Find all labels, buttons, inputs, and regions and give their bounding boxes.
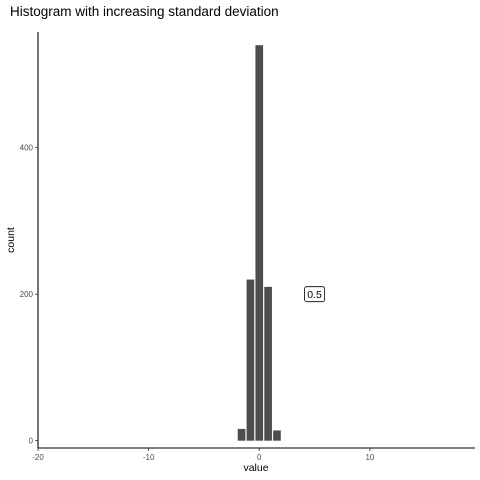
histogram-bar-2 bbox=[246, 279, 255, 441]
histogram-bar-3 bbox=[255, 45, 264, 441]
y-axis-title: count bbox=[5, 227, 17, 253]
x-tick-label: 10 bbox=[365, 453, 374, 462]
bars-group bbox=[237, 45, 281, 441]
x-tick-label: -20 bbox=[32, 453, 44, 462]
y-ticks-group: 0 200 400 bbox=[20, 144, 38, 446]
annotation-label: 0.5 bbox=[304, 286, 325, 303]
histogram-bar-1 bbox=[237, 428, 246, 441]
chart-title: Histogram with increasing standard devia… bbox=[10, 4, 279, 19]
y-tick-label: 400 bbox=[20, 144, 34, 153]
x-ticks-group: -20 -10 0 10 bbox=[32, 448, 375, 462]
x-tick-label: -10 bbox=[143, 453, 155, 462]
annotation-box bbox=[304, 286, 325, 303]
histogram-bar-4 bbox=[264, 286, 272, 441]
y-tick-label: 0 bbox=[29, 437, 34, 446]
annotation-text: 0.5 bbox=[307, 289, 322, 301]
y-tick-label: 200 bbox=[20, 290, 34, 299]
x-tick-label: 0 bbox=[257, 453, 262, 462]
x-axis-title: value bbox=[243, 462, 268, 474]
histogram-bar-5 bbox=[273, 430, 281, 441]
